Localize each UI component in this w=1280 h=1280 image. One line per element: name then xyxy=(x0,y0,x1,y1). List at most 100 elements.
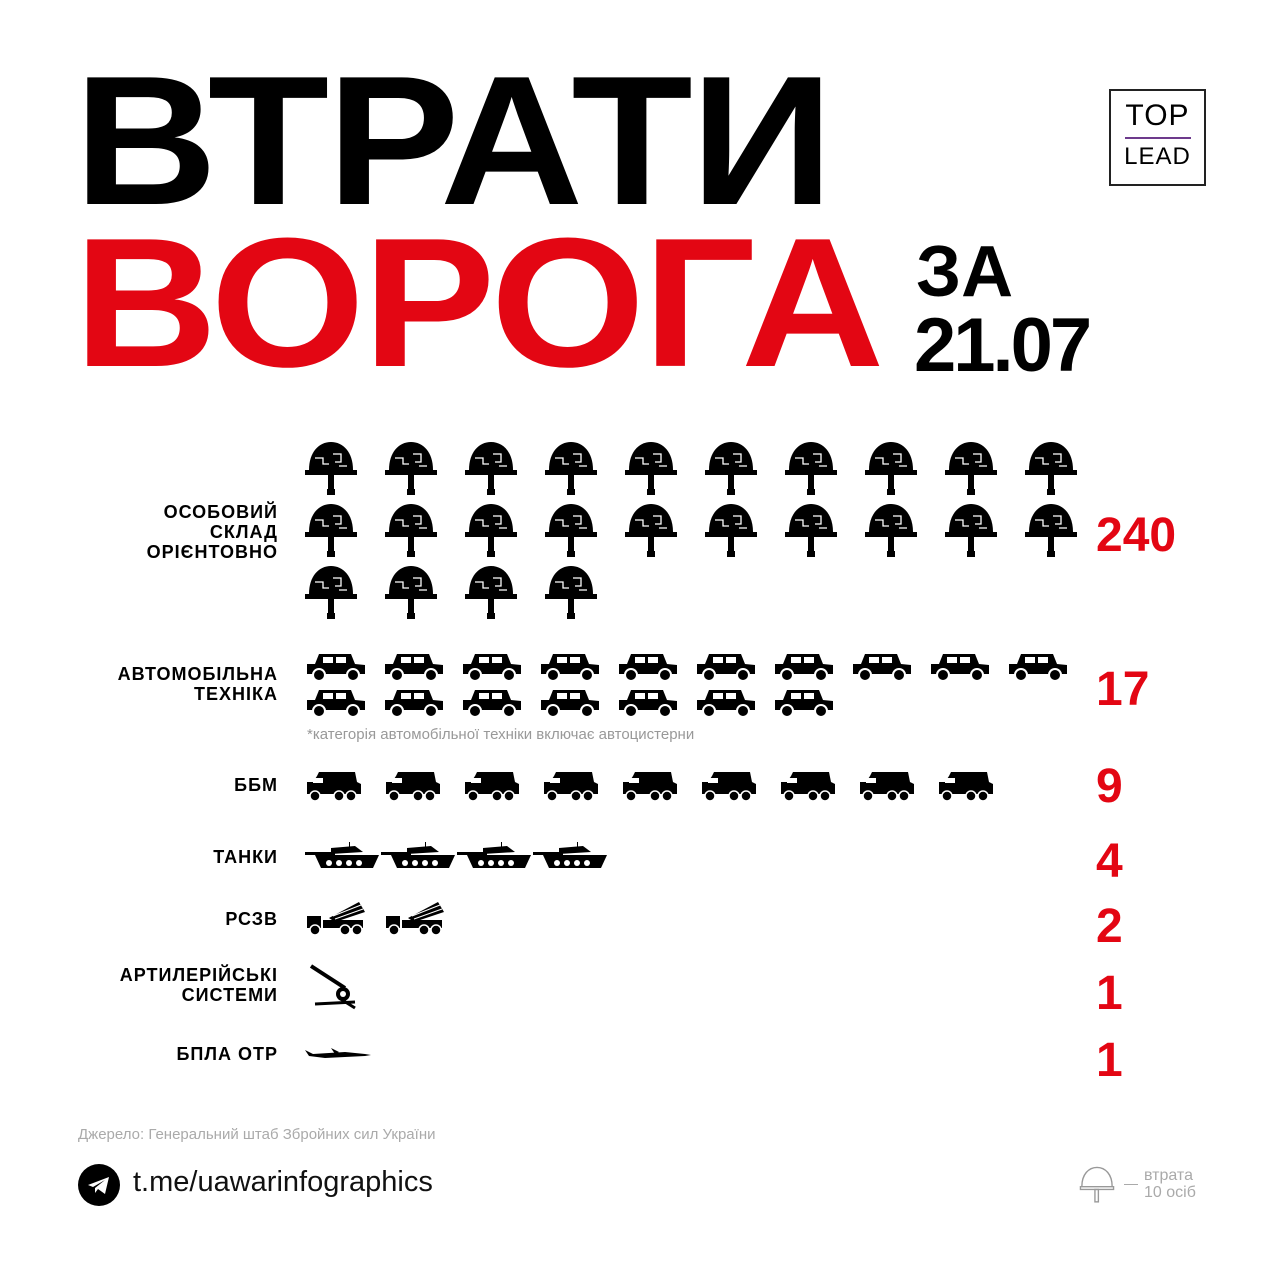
category-label: ТАНКИ xyxy=(213,847,278,867)
helmet-icon xyxy=(305,566,357,619)
helmet-icon xyxy=(1025,442,1077,495)
legend-text: втрата 10 осіб xyxy=(1144,1167,1196,1201)
car-icon xyxy=(1009,654,1067,682)
helmet-icon xyxy=(625,442,677,495)
helmet-icon xyxy=(1025,504,1077,557)
helmet-icon xyxy=(305,442,357,495)
armored-vehicle-icon xyxy=(544,772,598,802)
helmet-icon xyxy=(385,442,437,495)
car-icon xyxy=(541,654,599,682)
category-label-line: ОРІЄНТОВНО xyxy=(146,542,278,562)
car-icon xyxy=(853,654,911,682)
category-label-line: АВТОМОБІЛЬНА xyxy=(117,664,278,684)
helmet-icon xyxy=(625,504,677,557)
category-label: ББМ xyxy=(234,775,278,795)
car-icon xyxy=(463,690,521,718)
helmet-icon xyxy=(945,504,997,557)
category-label-line: СКЛАД xyxy=(209,522,278,542)
armored-vehicle-icon xyxy=(939,772,993,802)
armored-vehicle-icon xyxy=(623,772,677,802)
tank-icon xyxy=(457,842,531,868)
car-icon xyxy=(619,654,677,682)
armored-vehicle-icon xyxy=(307,772,361,802)
title-line2: ВОРОГА xyxy=(74,199,884,405)
tank-icon xyxy=(305,842,379,868)
armored-vehicle-icon xyxy=(860,772,914,802)
car-icon xyxy=(385,654,443,682)
category-value: 1 xyxy=(1096,1034,1123,1087)
helmet-icon xyxy=(705,442,757,495)
category-label: АРТИЛЕРІЙСЬКІ СИСТЕМИ xyxy=(120,965,278,1005)
category-label-line: БПЛА ОТР xyxy=(176,1044,278,1064)
title-line1: ВТРАТИ xyxy=(74,37,833,243)
title-date: 21.07 xyxy=(914,303,1092,388)
category-label-line: ОСОБОВИЙ xyxy=(163,502,278,522)
logo-divider xyxy=(1124,137,1191,139)
category-label: ОСОБОВИЙ СКЛАД ОРІЄНТОВНО xyxy=(147,502,278,562)
legend-line1: втрата xyxy=(1144,1167,1193,1184)
helmet-icon xyxy=(385,566,437,619)
tank-icon xyxy=(381,842,455,868)
category-label-line: СИСТЕМИ xyxy=(181,985,278,1005)
car-icon xyxy=(541,690,599,718)
telegram-link[interactable]: t.me/uawarinfographics xyxy=(133,1166,433,1198)
helmet-icon xyxy=(785,504,837,557)
car-icon xyxy=(307,690,365,718)
tank-icon xyxy=(533,842,607,868)
helmet-icon xyxy=(865,442,917,495)
mlrs-icon xyxy=(307,902,365,936)
legend-line2: 10 осіб xyxy=(1144,1184,1196,1201)
uav-icon xyxy=(305,1048,371,1058)
car-icon xyxy=(697,690,755,718)
category-label: АВТОМОБІЛЬНА ТЕХНІКА xyxy=(118,664,278,704)
category-label-line: ББМ xyxy=(234,775,278,795)
category-value: 4 xyxy=(1096,835,1123,888)
armored-vehicle-icon xyxy=(386,772,440,802)
logo-bottom: LEAD xyxy=(1124,143,1191,170)
footnote: *категорія автомобільної техніки включає… xyxy=(307,726,695,743)
car-icon xyxy=(931,654,989,682)
armored-vehicle-icon xyxy=(781,772,835,802)
logo-top: TOP xyxy=(1125,99,1190,132)
category-label: БПЛА ОТР xyxy=(176,1044,278,1064)
source-text: Джерело: Генеральний штаб Збройних сил У… xyxy=(78,1126,436,1143)
category-label-line: АРТИЛЕРІЙСЬКІ xyxy=(119,965,278,985)
car-icon xyxy=(463,654,521,682)
category-value: 2 xyxy=(1096,900,1123,953)
helmet-icon xyxy=(545,442,597,495)
helmet-icon xyxy=(465,504,517,557)
helmet-icon xyxy=(705,504,757,557)
helmet-icon xyxy=(865,504,917,557)
helmet-icon xyxy=(545,504,597,557)
category-value: 9 xyxy=(1096,760,1123,813)
category-label: РСЗВ xyxy=(225,909,278,929)
car-icon xyxy=(307,654,365,682)
helmet-icon xyxy=(305,504,357,557)
helmet-icon xyxy=(785,442,837,495)
helmet-icon xyxy=(945,442,997,495)
category-label-line: РСЗВ xyxy=(225,909,278,929)
title-za: ЗА xyxy=(916,232,1014,312)
helmet-icon xyxy=(545,566,597,619)
mlrs-icon xyxy=(386,902,444,936)
car-icon xyxy=(775,690,833,718)
helmet-icon xyxy=(465,442,517,495)
car-icon xyxy=(775,654,833,682)
category-value: 1 xyxy=(1096,967,1123,1020)
category-label-line: ТАНКИ xyxy=(213,847,278,867)
category-value: 240 xyxy=(1096,509,1177,562)
helmet-icon xyxy=(385,504,437,557)
category-value: 17 xyxy=(1096,663,1150,716)
category-label-line: ТЕХНІКА xyxy=(194,684,278,704)
legend-helmet-icon xyxy=(1079,1166,1115,1203)
car-icon xyxy=(697,654,755,682)
armored-vehicle-icon xyxy=(702,772,756,802)
toplead-logo: TOP LEAD xyxy=(1109,89,1206,186)
artillery-icon xyxy=(309,964,356,1010)
car-icon xyxy=(385,690,443,718)
armored-vehicle-icon xyxy=(465,772,519,802)
telegram-icon[interactable] xyxy=(78,1164,120,1206)
helmet-icon xyxy=(465,566,517,619)
car-icon xyxy=(619,690,677,718)
legend-dash xyxy=(1124,1184,1138,1185)
